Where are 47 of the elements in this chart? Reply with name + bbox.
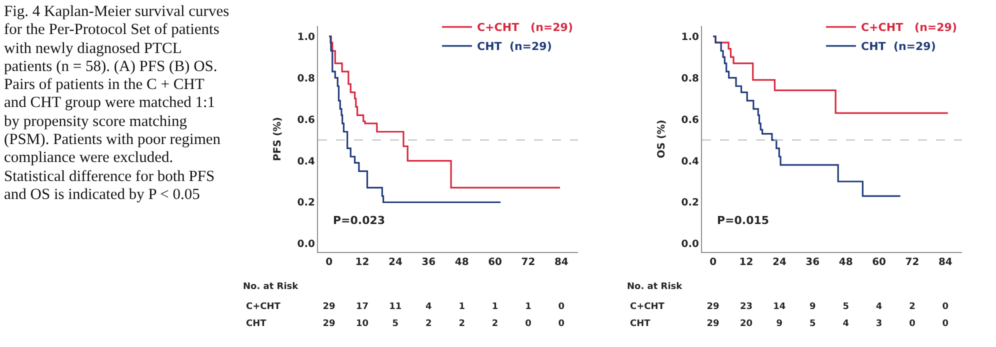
x-tick-label: 12 bbox=[739, 257, 754, 268]
x-tick-label: 36 bbox=[806, 257, 820, 268]
text: CHT bbox=[630, 319, 650, 329]
text: C+CHT bbox=[246, 302, 280, 312]
y-tick-label: 0.0 bbox=[297, 239, 316, 250]
text: No. at Risk bbox=[627, 282, 682, 292]
x-tick-label: 12 bbox=[355, 257, 370, 268]
annotation: P=0.023 bbox=[333, 214, 386, 227]
y-tick-label: 0.4 bbox=[681, 156, 700, 168]
y-tick-label: 1.0 bbox=[681, 32, 700, 43]
x-tick-label: 0 bbox=[710, 257, 717, 268]
text: 29 10 5 2 2 2 0 0 bbox=[322, 319, 565, 329]
y-tick-label: 0.8 bbox=[297, 73, 316, 84]
y-tick-label: 0.4 bbox=[297, 156, 316, 168]
x-tick-label: 72 bbox=[521, 257, 536, 268]
y-axis-title: PFS (%) bbox=[272, 116, 284, 162]
y-tick-label: 1.0 bbox=[297, 32, 316, 43]
x-tick-label: 72 bbox=[905, 257, 920, 268]
text: Fig. 4 Kaplan-Meier survival curves for the Per-Protocol Set of patients with newly diagnosed PTCL patients (n = 58). (A) PFS (B) OS. Pairs of patients in the C + CHT and CHT group were matched 1:1 by propensity score matching (PSM). Patients with poor regimen compliance were excluded. Statistical difference for both PFS and OS is indicated by P < 0.05 bbox=[4, 3, 230, 203]
y-tick-label: 0.2 bbox=[681, 198, 700, 209]
y-tick-label: 0.6 bbox=[681, 114, 700, 126]
text: C+CHT bbox=[630, 302, 664, 312]
text: No. at Risk bbox=[243, 282, 298, 292]
x-tick-label: 48 bbox=[454, 257, 469, 268]
legend-label: C+CHT (n=29) bbox=[861, 21, 957, 34]
x-tick-label: 36 bbox=[422, 257, 436, 268]
text: 29 17 11 4 1 1 1 0 bbox=[322, 302, 565, 312]
text: 29 20 9 5 4 3 0 0 bbox=[706, 319, 949, 329]
legend-label: CHT (n=29) bbox=[861, 40, 936, 54]
y-axis-title: OS (%) bbox=[656, 120, 668, 158]
text: 29 23 14 9 5 4 2 0 bbox=[706, 302, 949, 312]
annotation: P=0.015 bbox=[717, 214, 770, 227]
x-tick-label: 60 bbox=[872, 257, 886, 268]
y-tick-label: 0.6 bbox=[297, 114, 316, 126]
y-tick-label: 0.2 bbox=[297, 198, 316, 209]
x-tick-label: 48 bbox=[838, 257, 853, 268]
text: CHT bbox=[246, 319, 266, 329]
y-tick-label: 0.8 bbox=[681, 73, 700, 84]
y-tick-label: 0.0 bbox=[681, 239, 700, 250]
legend-label: C+CHT (n=29) bbox=[477, 21, 573, 34]
x-tick-label: 24 bbox=[388, 257, 402, 268]
x-tick-label: 60 bbox=[488, 257, 502, 268]
x-tick-label: 84 bbox=[554, 257, 568, 268]
x-tick-label: 84 bbox=[938, 257, 952, 268]
x-tick-label: 24 bbox=[772, 257, 786, 268]
legend-label: CHT (n=29) bbox=[477, 40, 552, 54]
x-tick-label: 0 bbox=[326, 257, 333, 268]
